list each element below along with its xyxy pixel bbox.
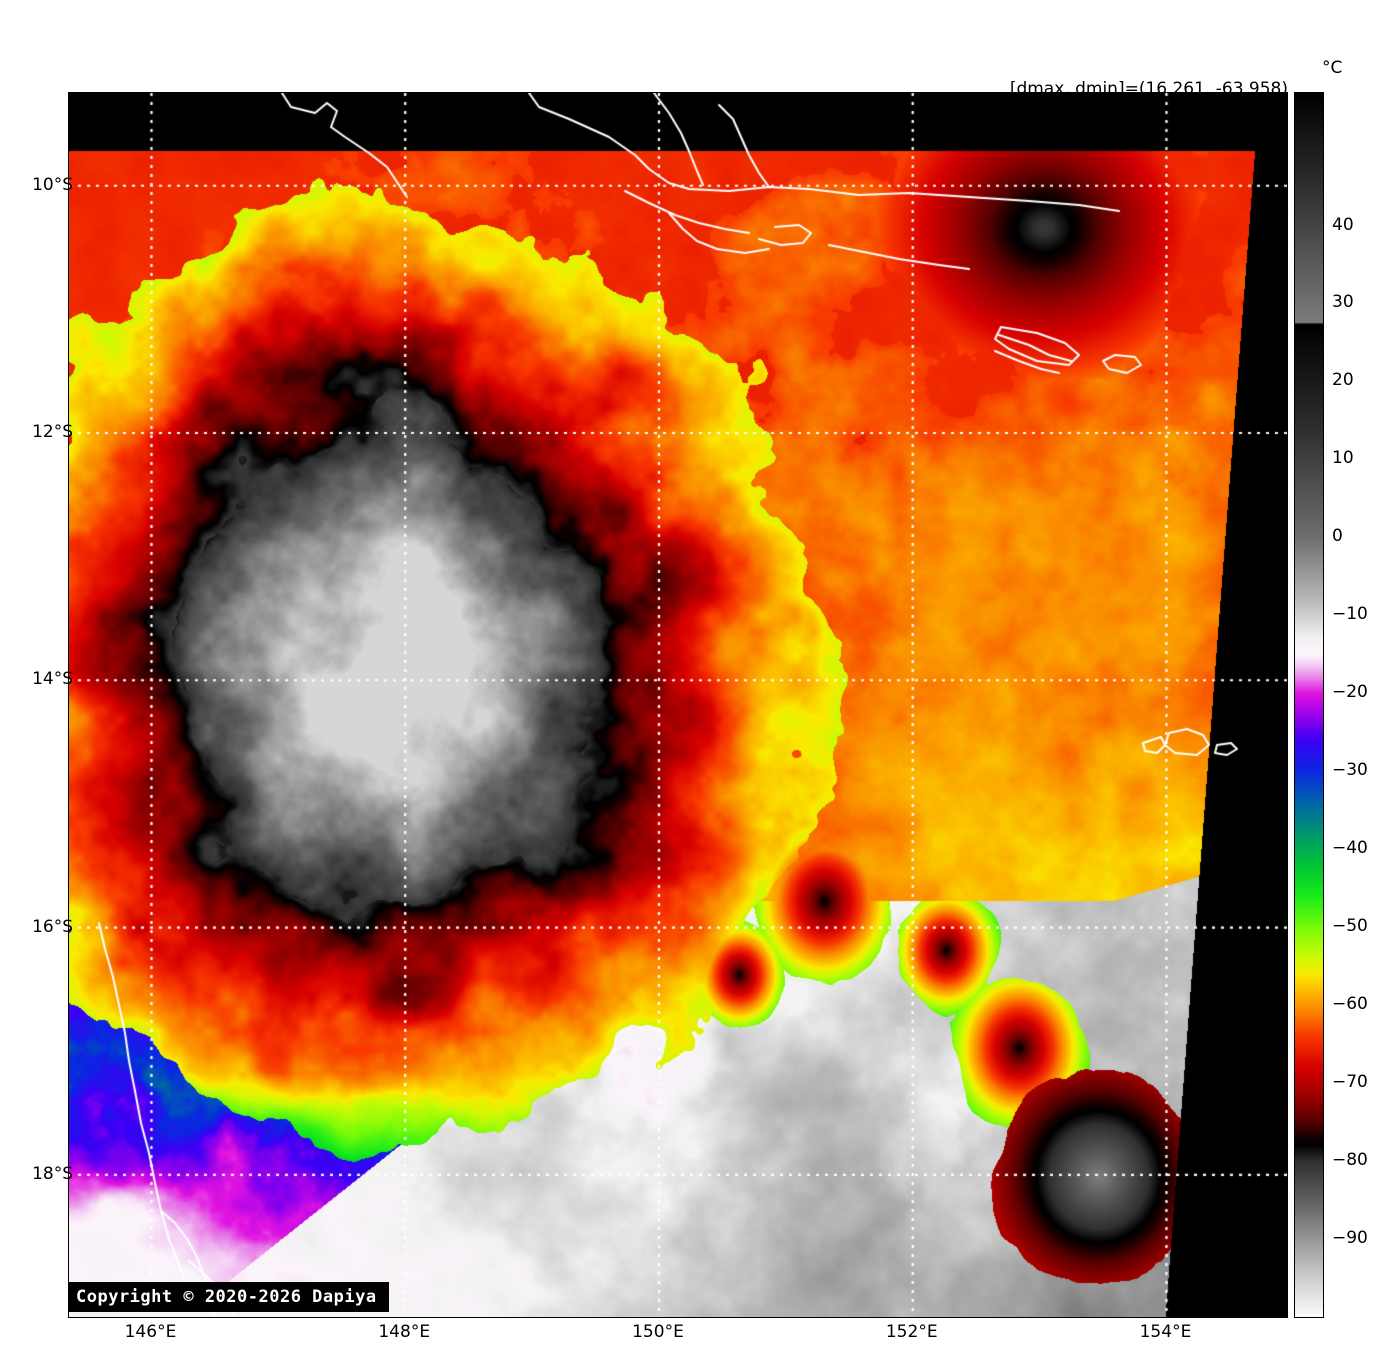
xtick-label: 154°E [1139,1322,1192,1342]
colorbar-tick-label: −20 [1332,682,1368,703]
ytick-label: 18°S [32,1163,73,1184]
colorbar-tick-label: 40 [1332,214,1354,235]
copyright-notice: Copyright © 2020-2026 Dapiya [68,1282,389,1312]
colorbar-tick-label: −80 [1332,1150,1368,1171]
colorbar-gradient [1295,93,1323,1317]
colorbar-tick-label: −90 [1332,1228,1368,1249]
xtick-label: 146°E [124,1322,177,1342]
ytick-label: 12°S [32,422,73,442]
colorbar-tick-label: −40 [1332,838,1368,859]
satellite-image-plot [68,92,1288,1318]
colorbar-unit-label: °C [1322,58,1343,78]
ytick-label: 16°S [32,916,73,937]
colorbar-tick-label: 20 [1332,370,1354,391]
colorbar-tick-label: −60 [1332,994,1368,1015]
colorbar-tick-label: −50 [1332,916,1368,937]
xtick-label: 150°E [632,1322,684,1342]
xtick-label: 148°E [378,1322,431,1342]
colorbar-tick-label: 10 [1332,448,1354,469]
colorbar-tick-label: 30 [1332,292,1354,313]
ytick-label: 10°S [32,174,73,195]
colorbar-tick-label: −10 [1332,604,1368,625]
satellite-imagery-canvas [69,93,1287,1317]
colorbar-tick-label: 0 [1332,526,1343,547]
temperature-colorbar [1294,92,1324,1318]
colorbar-tick-label: −30 [1332,760,1368,781]
colorbar-tick-label: −70 [1332,1072,1368,1093]
ytick-label: 14°S [32,669,73,690]
xtick-label: 152°E [885,1322,938,1342]
